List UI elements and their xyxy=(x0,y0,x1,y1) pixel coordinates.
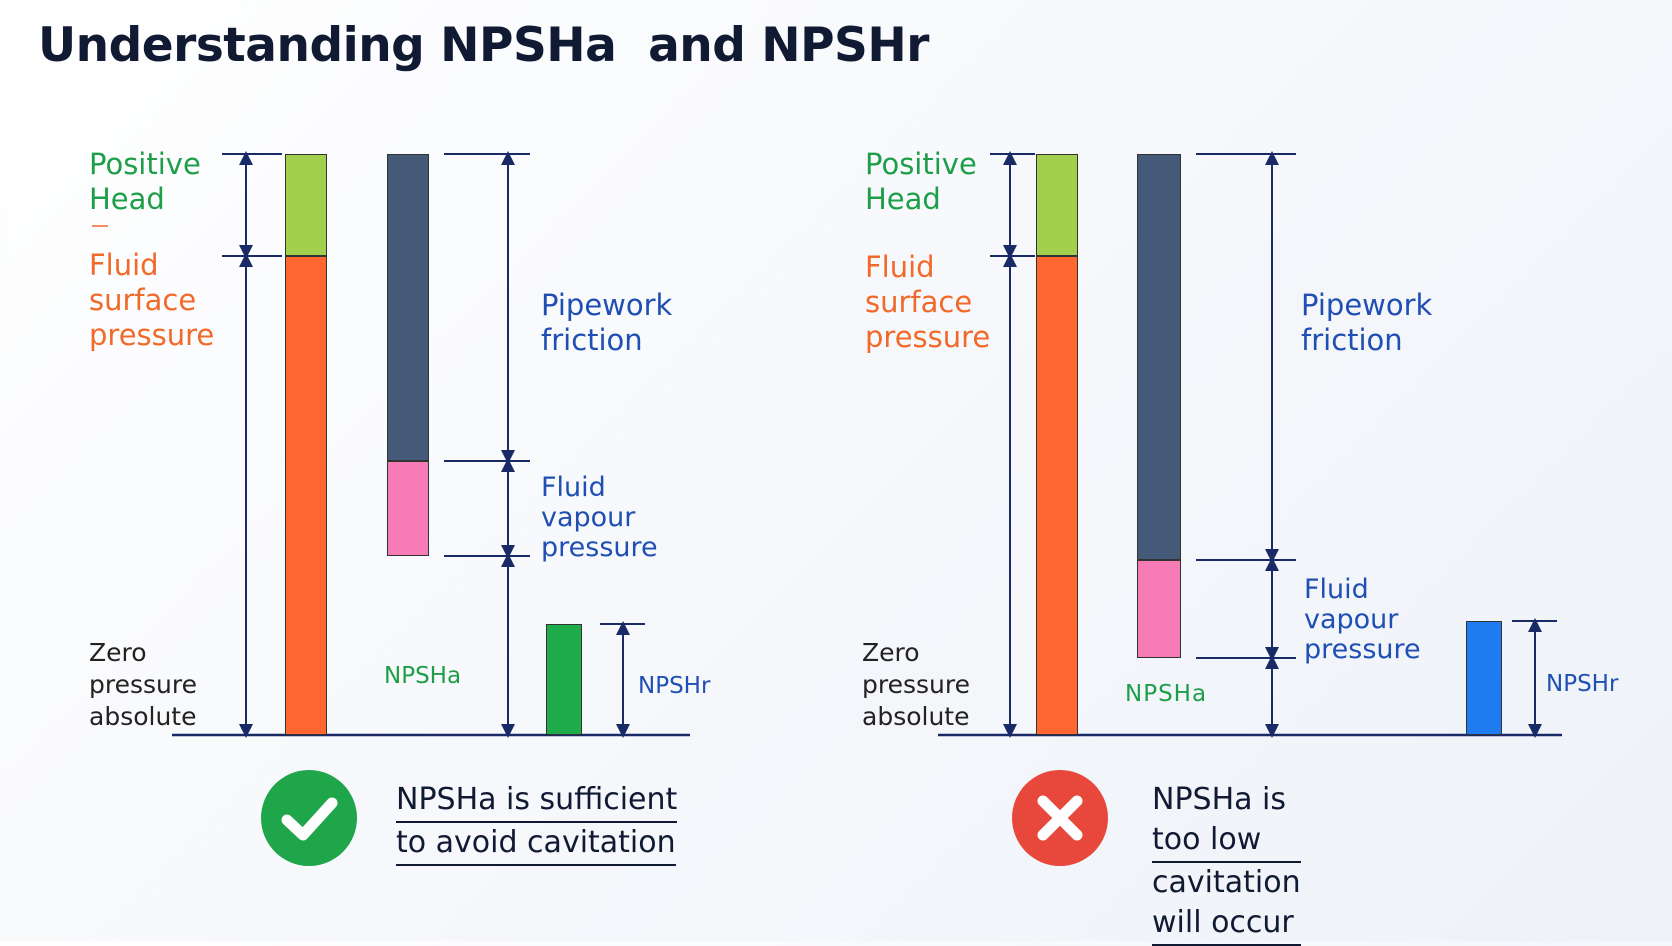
right-positive-head-label: Positive Head xyxy=(865,147,977,216)
right-status-line1: NPSHa is too low xyxy=(1152,780,1301,863)
right-npsha-label: NPSHa xyxy=(1125,681,1208,707)
left-dimension-lines xyxy=(92,151,690,738)
check-icon xyxy=(261,770,357,866)
right-npshr-label: NPSHr xyxy=(1546,671,1619,697)
right-panel-too-low: Positive Head Fluid surface pressure Pip… xyxy=(0,0,1618,946)
right-pipework-friction-bar xyxy=(1137,154,1181,560)
right-npshr-bar xyxy=(1466,621,1502,735)
right-vapour-pressure-bar xyxy=(1137,560,1181,658)
left-fluid-surface-label: Fluid surface pressure xyxy=(89,248,215,352)
right-status-line2: cavitation will occur xyxy=(1152,863,1301,946)
right-fluid-surface-bar xyxy=(1036,256,1078,735)
left-positive-head-bar xyxy=(285,154,327,256)
left-npshr-bar xyxy=(546,624,582,735)
left-positive-head-label: Positive Head xyxy=(89,147,201,216)
left-status-message: NPSHa is sufficient to avoid cavitation xyxy=(396,780,678,866)
left-fluid-surface-bar xyxy=(285,256,327,735)
right-status-message: NPSHa is too low cavitation will occur xyxy=(1152,780,1301,946)
left-npshr-label: NPSHr xyxy=(638,673,711,699)
left-panel-sufficient: Positive Head Fluid surface pressure Pip… xyxy=(0,0,836,941)
left-npsha-label: NPSHa xyxy=(384,663,462,689)
left-zero-pressure-label: Zero pressure absolute xyxy=(89,638,197,731)
right-positive-head-bar xyxy=(1036,154,1078,256)
right-pipework-friction-label: Pipework friction xyxy=(1301,288,1433,357)
right-vapour-pressure-label: Fluid vapour pressure xyxy=(1304,574,1421,665)
page-title: Understanding NPSHa and NPSHr xyxy=(38,18,929,73)
left-vapour-pressure-label: Fluid vapour pressure xyxy=(541,472,658,563)
right-fluid-surface-label: Fluid surface pressure xyxy=(865,250,991,354)
left-vapour-pressure-bar xyxy=(387,461,429,556)
left-status-line1: NPSHa is sufficient xyxy=(396,780,678,823)
left-status-line2: to avoid cavitation xyxy=(396,823,676,866)
right-zero-pressure-label: Zero pressure absolute xyxy=(862,638,970,731)
cross-icon xyxy=(1012,770,1108,866)
left-pipework-friction-label: Pipework friction xyxy=(541,288,673,357)
left-pipework-friction-bar xyxy=(387,154,429,461)
